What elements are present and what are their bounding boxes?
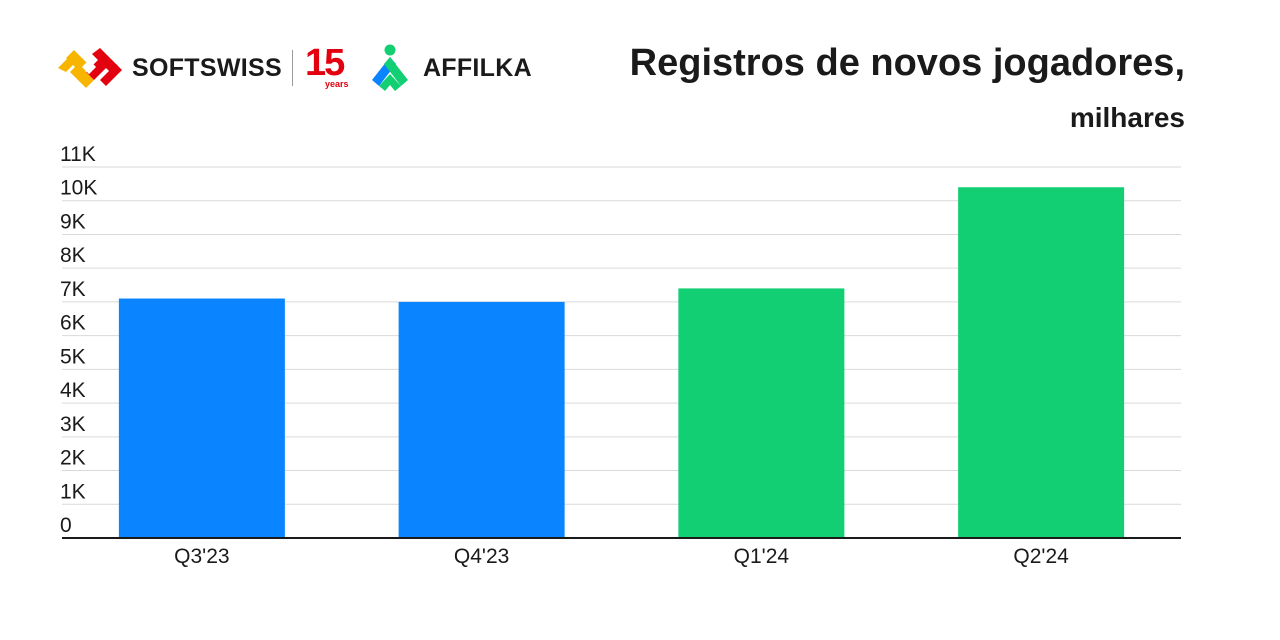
y-tick-label: 1K	[60, 480, 86, 503]
y-tick-label: 4K	[60, 379, 86, 402]
chart-title: Registros de novos jogadores,	[629, 42, 1185, 84]
y-tick-label: 8K	[60, 244, 86, 267]
fifteen-years-badge: 15 years	[304, 42, 353, 90]
x-axis-ticks: Q3'23 Q4'23 Q1'24 Q2'24	[174, 545, 1069, 568]
bar-q224	[958, 187, 1125, 538]
bars	[118, 187, 1125, 538]
y-tick-label: 7K	[60, 278, 86, 301]
bar-q323	[118, 298, 285, 538]
x-tick-label: Q2'24	[1013, 545, 1069, 568]
y-tick-label: 2K	[60, 447, 86, 470]
bar-q423	[398, 301, 565, 538]
y-tick-label: 9K	[60, 210, 86, 233]
chart-subtitle: milhares	[1069, 102, 1185, 133]
years-number: 15	[304, 42, 345, 84]
y-axis-ticks: 0 1K 2K 3K 4K 5K 6K 7K 8K 9K 10K 11K	[60, 143, 97, 537]
y-tick-label: 11K	[60, 143, 96, 166]
y-tick-label: 10K	[60, 177, 97, 200]
y-tick-label: 5K	[60, 345, 86, 368]
affilka-logo-icon	[371, 44, 408, 91]
logo-bar: SOFTSWISS 15 years AFFILKA	[58, 38, 532, 98]
x-tick-label: Q4'23	[454, 545, 509, 568]
x-tick-label: Q1'24	[734, 545, 790, 568]
softswiss-logo-icon	[58, 48, 122, 88]
y-tick-label: 0	[60, 514, 72, 537]
x-tick-label: Q3'23	[174, 545, 229, 568]
y-tick-label: 3K	[60, 413, 86, 436]
logo-divider	[291, 50, 293, 86]
y-tick-label: 6K	[60, 312, 86, 335]
bar-q124	[678, 288, 845, 538]
softswiss-wordmark: SOFTSWISS	[132, 53, 282, 82]
affilka-wordmark: AFFILKA	[422, 53, 532, 82]
years-word: years	[324, 79, 349, 89]
